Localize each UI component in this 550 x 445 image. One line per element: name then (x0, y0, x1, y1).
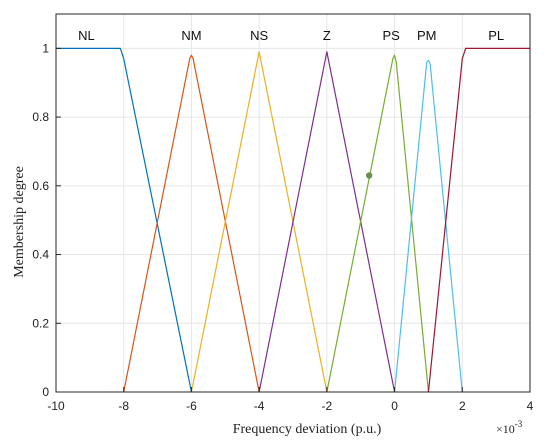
series-label-pm: PM (417, 28, 437, 43)
x-tick-label: -6 (186, 399, 197, 413)
axis-ticks: -10 -8 -6 -4 -2 0 2 4 0 0.2 0.4 0.6 0.8 1 (32, 41, 533, 413)
x-tick-label: 0 (391, 399, 398, 413)
series-lines (56, 47, 530, 393)
x-tick-label: -2 (322, 399, 333, 413)
y-tick-label: 0.4 (32, 248, 49, 262)
annotation-markers (365, 172, 373, 179)
series-line-nm (123, 54, 260, 393)
plot-frame (55, 13, 531, 393)
y-axis-label: Membership degree (12, 166, 27, 278)
x-tick-label: -4 (254, 399, 265, 413)
x-axis-exponent: ×10-3 (496, 419, 523, 436)
series-label-z: Z (323, 28, 331, 43)
series-label-nl: NL (78, 28, 95, 43)
series-line-pm (393, 59, 463, 393)
y-tick-label: 0.6 (32, 179, 49, 193)
series-line-nl (56, 47, 193, 393)
series-labels: NL NM NS Z PS PM PL (78, 28, 504, 43)
series-line-pl (427, 47, 530, 393)
series-label-ns: NS (250, 28, 268, 43)
x-exponent-power: -3 (515, 419, 523, 429)
series-label-pl: PL (488, 28, 504, 43)
y-tick-label: 0.2 (32, 316, 49, 330)
series-label-ps: PS (383, 28, 401, 43)
y-tick-label: 1 (42, 41, 49, 55)
x-axis-label: Frequency deviation (p.u.) (233, 422, 382, 437)
x-tick-label: -8 (118, 399, 129, 413)
data-marker (365, 172, 373, 179)
x-exponent-base: ×10 (496, 422, 515, 436)
x-tick-label: -10 (47, 399, 65, 413)
x-tick-label: 2 (459, 399, 466, 413)
series-line-ps (326, 54, 430, 393)
y-tick-label: 0.8 (32, 110, 49, 124)
series-line-z (258, 51, 396, 393)
x-tick-label: 4 (527, 399, 534, 413)
y-tick-label: 0 (42, 385, 49, 399)
series-line-ns (190, 51, 328, 393)
series-label-nm: NM (181, 28, 201, 43)
grid (56, 14, 530, 392)
